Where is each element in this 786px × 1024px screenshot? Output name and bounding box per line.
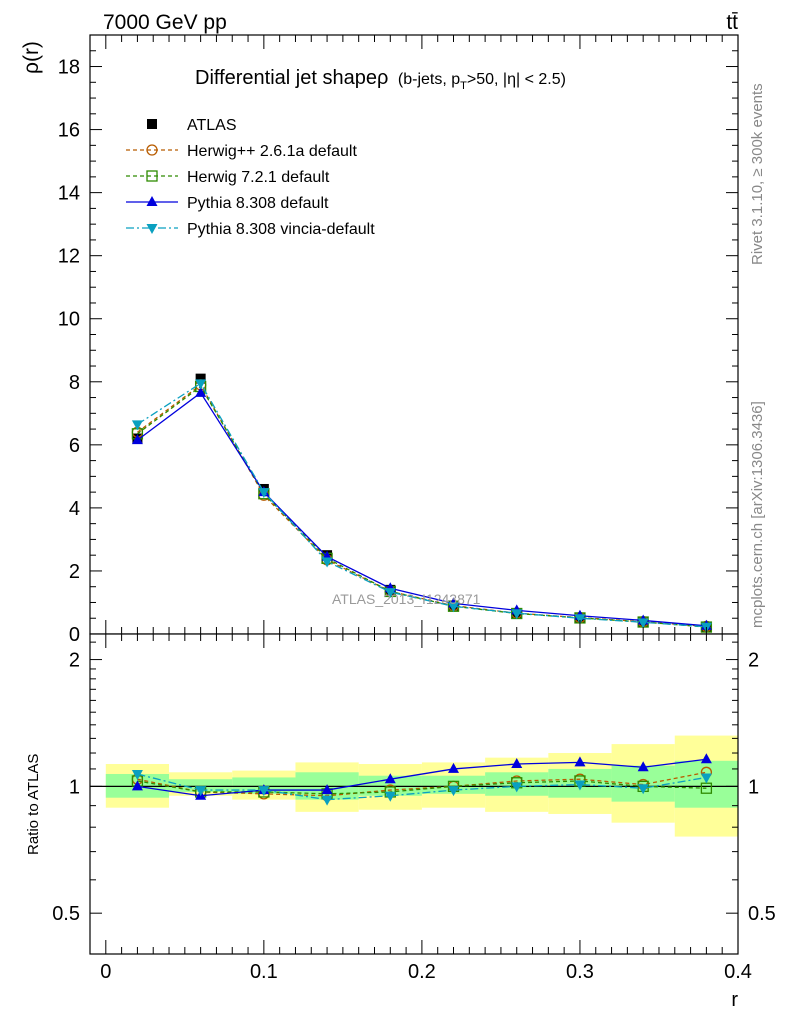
legend-label: Pythia 8.308 vincia-default <box>187 221 375 238</box>
legend-entry-pythia-8-308-vincia-default: Pythia 8.308 vincia-default <box>126 221 375 238</box>
x-tick-label: 0.3 <box>566 961 594 983</box>
chart-title: Differential jet shapeρ (b-jets, pT>50, … <box>195 67 566 92</box>
x-axis-label: r <box>731 989 738 1011</box>
data-point-pythia-8-308-vincia-default <box>448 602 460 613</box>
ratio-point-pythia-8-308-vincia-default <box>700 773 712 784</box>
ratio-line-herwig-2-6-1a-default <box>137 771 707 797</box>
legend-marker <box>146 224 158 234</box>
legend-entry-atlas: ATLAS <box>147 117 237 134</box>
ratio-line-pythia-8-308-vincia-default <box>137 773 707 801</box>
ratio-point-pythia-8-308-vincia-default <box>131 769 143 780</box>
y-tick-label: 4 <box>69 498 80 520</box>
data-point-pythia-8-308-default <box>195 386 207 397</box>
ratio-y-tick-label: 2 <box>69 650 80 672</box>
ratio-point-pythia-8-308-default <box>321 784 333 795</box>
y-tick-label: 6 <box>69 435 80 457</box>
ratio-y-tick-label-right: 1 <box>748 776 759 798</box>
main-ylabel: ρ(r) <box>20 41 43 74</box>
data-point-pythia-8-308-default <box>131 434 143 445</box>
ratio-point-pythia-8-308-vincia-default <box>637 784 649 795</box>
ratio-point-pythia-8-308-vincia-default <box>384 791 396 802</box>
rivet-version-label: Rivet 3.1.10, ≥ 300k events <box>749 83 766 265</box>
main-panel <box>90 35 738 634</box>
ratio-y-tick-label-right: 2 <box>748 650 759 672</box>
ratio-point-pythia-8-308-default <box>511 758 523 769</box>
ratio-y-tick-label: 0.5 <box>52 903 80 925</box>
ratio-point-pythia-8-308-default <box>384 773 396 784</box>
stat-band-bin <box>169 779 233 792</box>
energy-label: 7000 GeV pp <box>103 11 227 34</box>
ratio-point-pythia-8-308-vincia-default <box>574 780 586 791</box>
process-label: tt̄ <box>726 11 738 34</box>
legend-label: Herwig++ 2.6.1a default <box>187 143 357 160</box>
ratio-point-pythia-8-308-default <box>574 756 586 767</box>
series-pythia-8-308-vincia-default <box>131 379 712 633</box>
legend: ATLAS Herwig++ 2.6.1a default Herwig 7.2.1… <box>126 117 375 238</box>
ratio-series-pythia-8-308-vincia-default <box>131 769 712 806</box>
stat-band-bin <box>674 760 738 808</box>
series-line-pythia-8-308-default <box>137 391 707 627</box>
chart-title-sub-suffix: >50, |η| < 2.5) <box>467 71 566 88</box>
y-tick-label: 18 <box>58 57 80 79</box>
data-point-pythia-8-308-vincia-default <box>258 488 270 499</box>
data-point-atlas <box>195 373 206 384</box>
data-point-pythia-8-308-vincia-default <box>131 420 143 431</box>
ratio-point-pythia-8-308-vincia-default <box>195 786 207 797</box>
analysis-watermark: ATLAS_2013_I1243871 <box>332 591 481 607</box>
ratio-point-pythia-8-308-vincia-default <box>258 786 270 797</box>
series-line-pythia-8-308-vincia-default <box>137 382 707 628</box>
data-point-pythia-8-308-vincia-default <box>637 618 649 629</box>
chart-title-sub-index: T <box>460 80 467 92</box>
chart-title-sub: (b-jets, p <box>398 71 460 88</box>
ratio-point-pythia-8-308-vincia-default <box>511 782 523 793</box>
mcplots-label: mcplots.cern.ch [arXiv:1306.3436] <box>749 401 766 628</box>
y-tick-label: 0 <box>69 624 80 646</box>
y-tick-label: 16 <box>58 120 80 142</box>
ratio-ylabel: Ratio to ATLAS <box>25 754 42 855</box>
x-tick-label: 0 <box>100 961 111 983</box>
ratio-frame <box>89 633 739 955</box>
legend-entry-herwig-2-6-1a-default: Herwig++ 2.6.1a default <box>126 143 357 160</box>
ratio-point-pythia-8-308-default <box>637 761 649 772</box>
ratio-point-pythia-8-308-default <box>700 753 712 764</box>
data-point-pythia-8-308-vincia-default <box>511 609 523 620</box>
legend-entry-pythia-8-308-default: Pythia 8.308 default <box>126 195 329 212</box>
x-tick-label: 0.1 <box>250 961 278 983</box>
data-point-pythia-8-308-vincia-default <box>384 588 396 599</box>
legend-marker <box>146 196 158 206</box>
ratio-series-layer <box>131 753 713 806</box>
ratio-point-pythia-8-308-vincia-default <box>448 786 460 797</box>
legend-marker <box>147 119 157 129</box>
legend-entry-herwig-7-2-1-default: Herwig 7.2.1 default <box>126 169 330 186</box>
y-tick-label: 14 <box>58 183 80 205</box>
main-axes: 0 2 4 6 8 10 12 14 16 18 <box>58 34 739 646</box>
main-series-layer <box>131 373 713 633</box>
main-plot-area <box>90 35 738 634</box>
x-tick-label: 0.2 <box>408 961 436 983</box>
legend-marker <box>146 170 158 182</box>
stat-band-bin <box>611 765 675 802</box>
ratio-y-tick-label-right: 0.5 <box>748 903 776 925</box>
y-tick-label: 2 <box>69 561 80 583</box>
y-tick-label: 8 <box>69 372 80 394</box>
ratio-line-pythia-8-308-default <box>137 758 707 797</box>
ratio-axes: 0.5 0.5 1 1 2 2 0 0.1 0.2 0.3 0.4 <box>52 633 776 983</box>
y-tick-label: 12 <box>58 246 80 268</box>
legend-label: Herwig 7.2.1 default <box>187 169 330 186</box>
y-tick-label: 10 <box>58 309 80 331</box>
data-point-pythia-8-308-vincia-default <box>195 379 207 390</box>
ratio-y-tick-label: 1 <box>69 776 80 798</box>
legend-label: ATLAS <box>187 117 237 134</box>
data-point-pythia-8-308-vincia-default <box>574 614 586 625</box>
ratio-point-pythia-8-308-default <box>131 780 143 791</box>
chart-title-main: Differential jet shapeρ <box>195 67 388 89</box>
legend-label: Pythia 8.308 default <box>187 195 329 212</box>
x-tick-label: 0.4 <box>724 961 752 983</box>
ratio-point-pythia-8-308-default <box>448 762 460 773</box>
legend-marker <box>146 144 158 156</box>
stat-band-bin <box>421 775 486 794</box>
data-point-pythia-8-308-vincia-default <box>321 557 333 568</box>
ratio-point-pythia-8-308-vincia-default <box>321 795 333 806</box>
